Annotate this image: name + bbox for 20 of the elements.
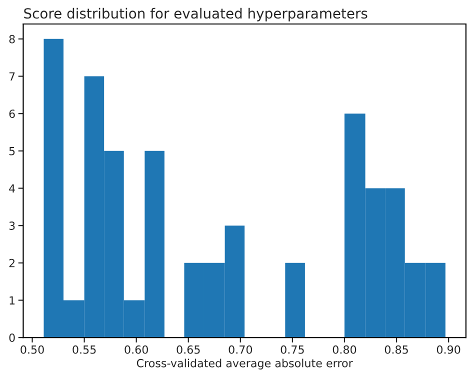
y-tick-label: 4 (9, 184, 15, 192)
x-tick-label: 0.80 (332, 345, 356, 354)
x-tick-label: 0.85 (384, 345, 408, 354)
x-tick-label: 0.50 (20, 345, 44, 354)
y-tick-label: 3 (9, 222, 15, 230)
y-tick-label: 8 (9, 34, 15, 44)
x-tick-label: 0.90 (436, 345, 460, 354)
x-tick-label: 0.75 (280, 345, 304, 354)
x-tick-label: 0.70 (228, 345, 252, 354)
y-tick-label: 1 (10, 296, 15, 304)
y-tick-label: 0 (9, 334, 15, 342)
x-axis-title: Cross-validated average absolute error (136, 358, 353, 370)
x-tick-label: 0.60 (124, 345, 148, 354)
x-tick-label: 0.65 (176, 345, 200, 354)
y-tick-label: 2 (9, 258, 14, 268)
x-tick-label: 0.55 (72, 345, 96, 354)
y-tick-label: 7 (9, 72, 15, 80)
chart-title: Score distribution for evaluated hyperparameters (24, 8, 368, 22)
y-tick-label: 5 (9, 147, 15, 156)
y-tick-label: 6 (9, 110, 15, 118)
